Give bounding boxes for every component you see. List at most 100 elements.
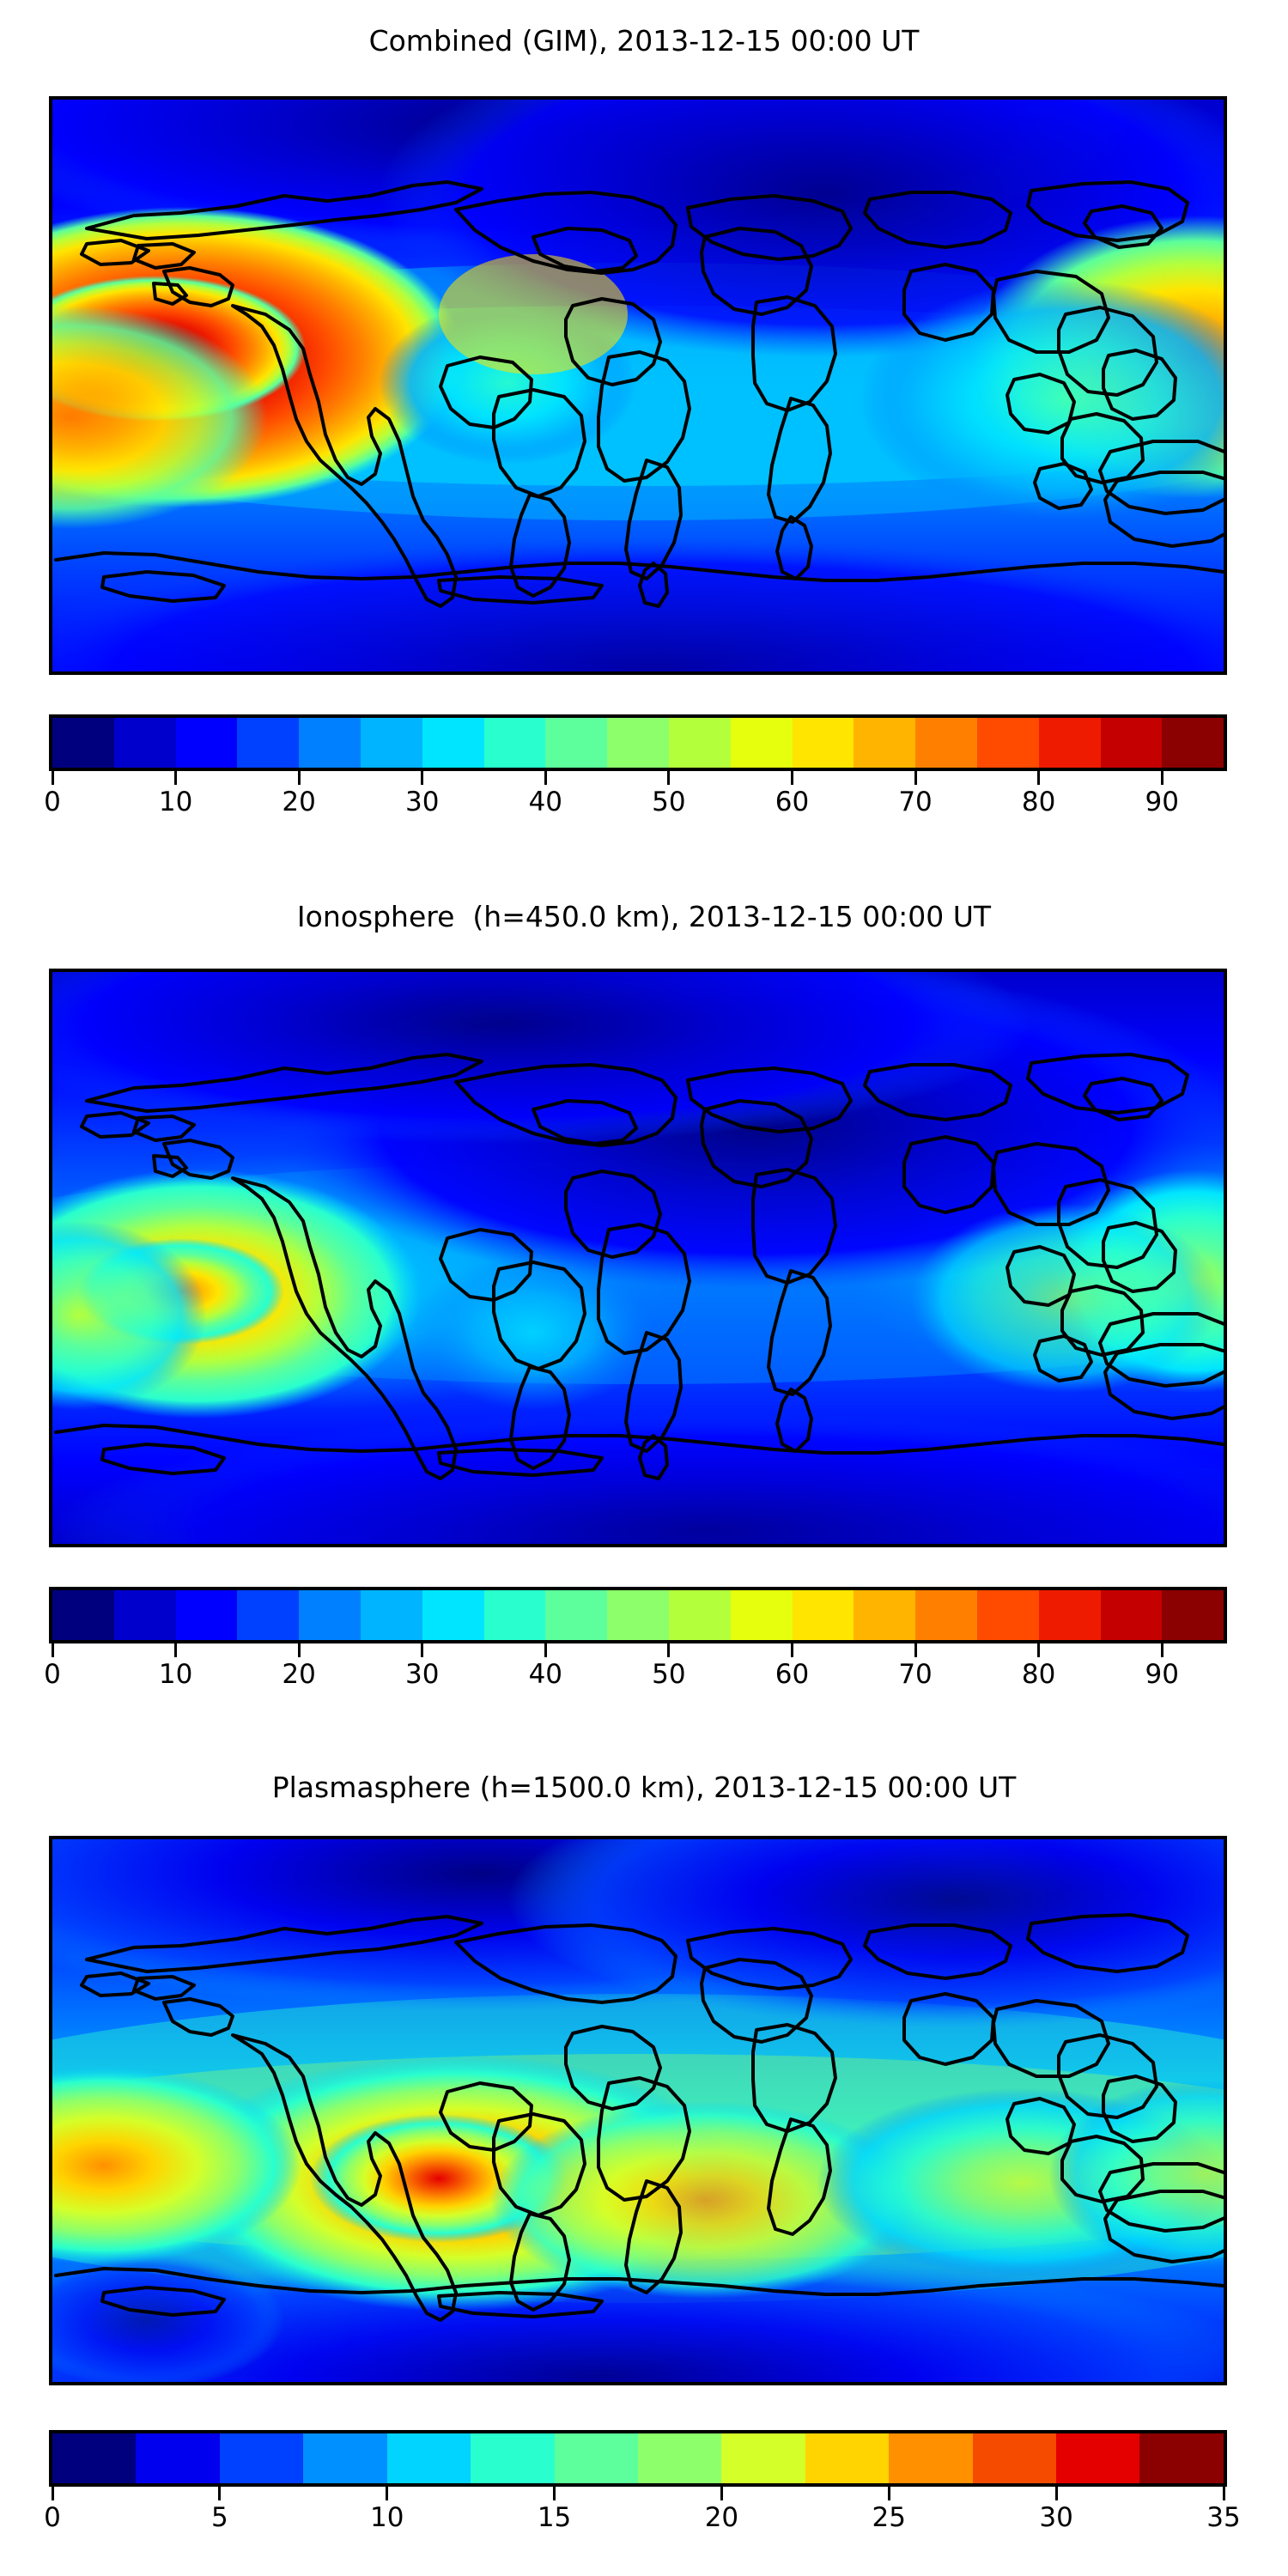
colorbar-plasmasphere: 0 5 10 15 20 25 30 35 <box>44 2430 1241 2542</box>
colorbar-tick-label: 15 <box>537 2502 572 2533</box>
colorbar-tick <box>667 771 671 785</box>
colorbar-segment <box>730 718 793 768</box>
colorbar-segment <box>545 718 608 768</box>
colorbar-segment <box>360 718 422 768</box>
colorbar-tick-label: 50 <box>652 1659 686 1690</box>
colorbar-segment <box>668 1590 731 1640</box>
colorbar-tick-label: 90 <box>1145 787 1179 817</box>
colorbar-segment <box>303 2433 387 2483</box>
colorbar-segment <box>1100 718 1163 768</box>
colorbar-segment <box>1038 718 1101 768</box>
colorbar-tick <box>667 1643 671 1657</box>
colorbar-tick <box>1222 2487 1225 2500</box>
map-ionosphere-canvas <box>52 972 1224 1544</box>
colorbar-segment <box>237 718 300 768</box>
colorbar-tick-label: 70 <box>898 1659 933 1690</box>
colorbar-segment <box>721 2433 805 2483</box>
colorbar-tick <box>1160 771 1163 785</box>
colorbar-ionosphere-labels: 0 10 20 30 40 50 60 70 80 90 <box>44 1659 1227 1698</box>
colorbar-segment <box>792 718 854 768</box>
colorbar-tick <box>297 771 301 785</box>
colorbar-segment <box>854 1590 916 1640</box>
colorbar-tick-label: 40 <box>528 1659 563 1690</box>
colorbar-tick <box>1160 1643 1163 1657</box>
colorbar-segment <box>607 1590 669 1640</box>
colorbar-tick <box>914 1643 917 1657</box>
colorbar-tick-label: 60 <box>775 787 810 817</box>
panel-combined-title: Combined (GIM), 2013-12-15 00:00 UT <box>368 24 920 58</box>
colorbar-segment <box>972 2433 1057 2483</box>
colorbar-tick-label: 25 <box>872 2502 907 2533</box>
colorbar-tick-label: 60 <box>775 1659 810 1690</box>
colorbar-tick <box>1054 2487 1058 2500</box>
colorbar-combined: 0 10 20 30 40 50 60 70 80 90 <box>44 714 1227 826</box>
colorbar-segment <box>545 1590 608 1640</box>
colorbar-tick-label: 10 <box>369 2502 404 2533</box>
map-ionosphere <box>49 969 1227 1547</box>
colorbar-tick <box>386 2487 389 2500</box>
colorbar-segment <box>52 718 114 768</box>
colorbar-combined-labels: 0 10 20 30 40 50 60 70 80 90 <box>44 787 1227 826</box>
colorbar-tick-label: 5 <box>210 2502 228 2533</box>
colorbar-segment <box>915 1590 977 1640</box>
colorbar-tick <box>914 771 917 785</box>
colorbar-tick-label: 20 <box>282 787 316 817</box>
colorbar-segment <box>299 1590 361 1640</box>
colorbar-segment <box>483 718 546 768</box>
colorbar-combined-bar <box>49 714 1227 771</box>
panel-ionosphere: Ionosphere (h=450.0 km), 2013-12-15 00:0… <box>0 876 1288 1752</box>
colorbar-segment <box>471 2433 555 2483</box>
colorbar-segment <box>219 2433 304 2483</box>
colorbar-segment <box>113 718 176 768</box>
colorbar-ionosphere-ticks <box>49 1643 1227 1659</box>
colorbar-tick <box>790 771 793 785</box>
colorbar-tick <box>51 2487 54 2500</box>
map-combined <box>49 96 1227 675</box>
colorbar-segment <box>554 2433 638 2483</box>
colorbar-plasmasphere-bar <box>49 2430 1227 2487</box>
colorbar-tick-label: 50 <box>652 787 686 817</box>
colorbar-tick <box>421 1643 424 1657</box>
colorbar-segment <box>237 1590 300 1640</box>
colorbar-segment <box>805 2433 890 2483</box>
colorbar-segment <box>52 2433 137 2483</box>
colorbar-tick-label: 0 <box>44 787 61 817</box>
colorbar-segment <box>730 1590 793 1640</box>
colorbar-segment <box>976 718 1039 768</box>
colorbar-tick <box>297 1643 301 1657</box>
colorbar-segment <box>1139 2433 1224 2483</box>
colorbar-tick-label: 10 <box>158 787 193 817</box>
colorbar-plasmasphere-labels: 0 5 10 15 20 25 30 35 <box>44 2502 1241 2542</box>
colorbar-tick-label: 20 <box>282 1659 316 1690</box>
colorbar-tick <box>421 771 424 785</box>
colorbar-tick-label: 80 <box>1021 787 1056 817</box>
colorbar-tick-label: 0 <box>44 1659 61 1690</box>
colorbar-segment <box>976 1590 1039 1640</box>
colorbar-tick <box>720 2487 723 2500</box>
colorbar-tick <box>174 771 178 785</box>
colorbar-tick-label: 90 <box>1145 1659 1179 1690</box>
colorbar-segment <box>175 718 238 768</box>
colorbar-tick <box>51 771 54 785</box>
panel-combined: Combined (GIM), 2013-12-15 00:00 UT <box>0 0 1288 876</box>
colorbar-tick <box>544 1643 547 1657</box>
colorbar-segment <box>915 718 977 768</box>
colorbar-tick-label: 40 <box>528 787 563 817</box>
colorbar-segment <box>483 1590 546 1640</box>
colorbar-segment <box>52 1590 114 1640</box>
panel-plasmasphere: Plasmasphere (h=1500.0 km), 2013-12-15 0… <box>0 1752 1288 2576</box>
colorbar-segment <box>175 1590 238 1640</box>
colorbar-tick-label: 0 <box>44 2502 61 2533</box>
map-plasmasphere-canvas <box>52 1839 1224 2382</box>
colorbar-tick-label: 10 <box>158 1659 193 1690</box>
colorbar-segment <box>422 1590 484 1640</box>
colorbar-tick <box>218 2487 222 2500</box>
colorbar-segment <box>422 718 484 768</box>
colorbar-tick-label: 30 <box>1039 2502 1073 2533</box>
colorbar-tick <box>553 2487 556 2500</box>
colorbar-tick <box>887 2487 890 2500</box>
colorbar-tick <box>544 771 547 785</box>
colorbar-segment <box>136 2433 220 2483</box>
colorbar-segment <box>1162 1590 1224 1640</box>
